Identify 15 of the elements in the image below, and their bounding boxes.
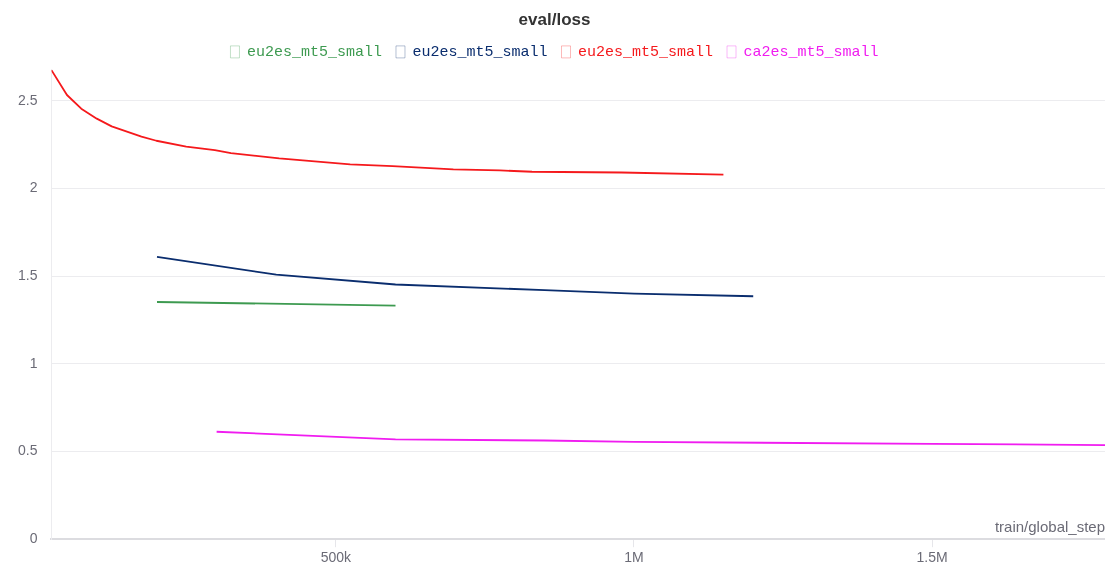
- legend-label: eu2es_mt5_small: [578, 43, 714, 61]
- y-tick-label: 0.5: [17, 442, 38, 459]
- y-tick-label: 2: [29, 179, 38, 196]
- y-tick-label: 2.5: [17, 91, 38, 108]
- chart-title: eval/loss: [518, 9, 591, 29]
- x-tick-label: 1M: [624, 549, 644, 566]
- y-tick-label: 1: [29, 354, 38, 371]
- x-tick-label: 500k: [320, 549, 353, 566]
- x-axis-title: train/global_step: [994, 517, 1105, 535]
- legend-label: ca2es_mt5_small: [743, 43, 879, 61]
- y-tick-label: 0: [29, 530, 38, 547]
- legend-label: eu2es_mt5_small: [412, 43, 548, 61]
- legend-label: eu2es_mt5_small: [246, 43, 382, 61]
- x-tick-label: 1.5M: [916, 549, 948, 566]
- y-tick-label: 1.5: [17, 267, 38, 284]
